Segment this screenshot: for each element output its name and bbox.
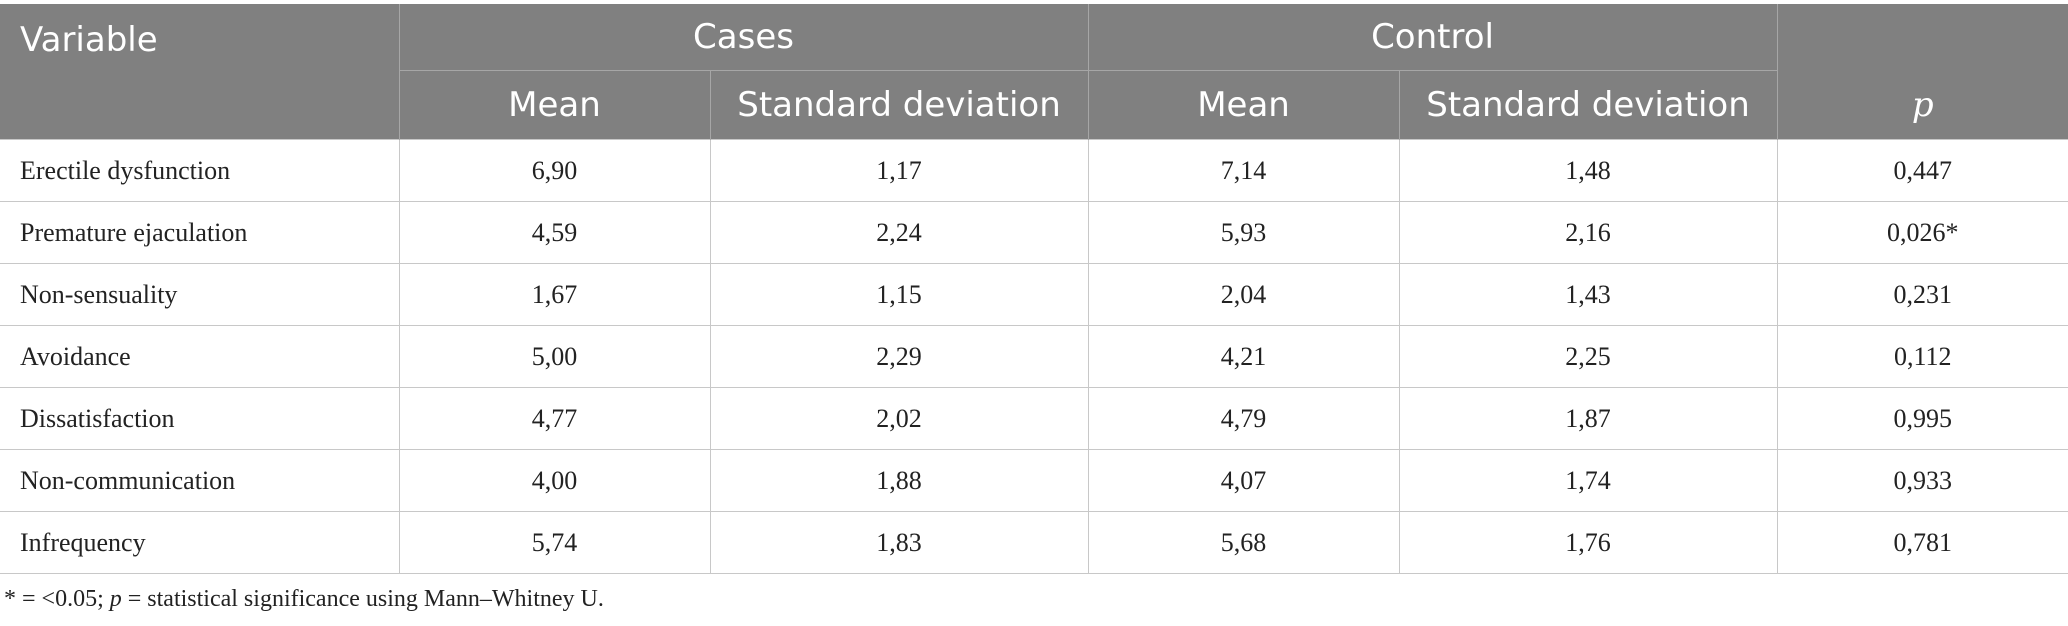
cases-sd-cell: 1,83 [709,511,1089,574]
control-sd-cell: 1,74 [1398,449,1778,512]
cases-mean-cell: 5,00 [398,325,711,388]
control-mean-cell: 5,68 [1087,511,1400,574]
footnote-significance: * = <0.05; [4,586,110,612]
p-value-cell: 0,995 [1776,387,2068,450]
table-row: Infrequency 5,74 1,83 5,68 1,76 0,781 [0,511,2068,574]
table-row: Erectile dysfunction 6,90 1,17 7,14 1,48… [0,139,2068,202]
variable-cell: Premature ejaculation [0,201,400,264]
control-mean-cell: 5,93 [1087,201,1400,264]
variable-cell: Non-communication [0,449,400,512]
header-cases: Cases [399,4,1089,71]
table-row: Dissatisfaction 4,77 2,02 4,79 1,87 0,99… [0,387,2068,450]
control-mean-cell: 4,21 [1087,325,1400,388]
header-control-mean: Mean [1088,70,1400,140]
p-value-cell: 0,026* [1776,201,2068,264]
p-value-cell: 0,112 [1776,325,2068,388]
header-variable: Variable [0,4,400,140]
control-mean-cell: 4,79 [1087,387,1400,450]
header-control: Control [1088,4,1778,71]
table-row: Avoidance 5,00 2,29 4,21 2,25 0,112 [0,325,2068,388]
header-control-sd: Standard deviation [1399,70,1778,140]
table-footnote: * = <0.05; p = statistical significance … [4,586,604,613]
variable-cell: Non-sensuality [0,263,400,326]
control-sd-cell: 1,48 [1398,139,1778,202]
header-cases-mean: Mean [399,70,711,140]
p-value-cell: 0,933 [1776,449,2068,512]
cases-sd-cell: 2,02 [709,387,1089,450]
variable-cell: Dissatisfaction [0,387,400,450]
table-row: Non-sensuality 1,67 1,15 2,04 1,43 0,231 [0,263,2068,326]
variable-cell: Erectile dysfunction [0,139,400,202]
cases-sd-cell: 1,88 [709,449,1089,512]
cases-mean-cell: 6,90 [398,139,711,202]
p-value-cell: 0,781 [1776,511,2068,574]
control-sd-cell: 1,87 [1398,387,1778,450]
cases-sd-cell: 1,17 [709,139,1089,202]
control-mean-cell: 7,14 [1087,139,1400,202]
table-row: Premature ejaculation 4,59 2,24 5,93 2,1… [0,201,2068,264]
cases-sd-cell: 1,15 [709,263,1089,326]
results-table: Variable Cases Control Mean Standard dev… [0,4,2068,574]
cases-mean-cell: 4,00 [398,449,711,512]
header-p: p [1777,70,2068,140]
control-mean-cell: 2,04 [1087,263,1400,326]
control-sd-cell: 2,16 [1398,201,1778,264]
table-row: Non-communication 4,00 1,88 4,07 1,74 0,… [0,449,2068,512]
cases-sd-cell: 2,29 [709,325,1089,388]
cases-mean-cell: 4,59 [398,201,711,264]
header-blank [1777,4,2068,71]
variable-cell: Avoidance [0,325,400,388]
p-value-cell: 0,447 [1776,139,2068,202]
control-sd-cell: 1,76 [1398,511,1778,574]
footnote-definition: = statistical significance using Mann–Wh… [121,586,604,612]
cases-sd-cell: 2,24 [709,201,1089,264]
cases-mean-cell: 4,77 [398,387,711,450]
control-sd-cell: 1,43 [1398,263,1778,326]
control-mean-cell: 4,07 [1087,449,1400,512]
footnote-p-symbol: p [109,586,122,612]
cases-mean-cell: 1,67 [398,263,711,326]
header-cases-sd: Standard deviation [710,70,1089,140]
p-value-cell: 0,231 [1776,263,2068,326]
cases-mean-cell: 5,74 [398,511,711,574]
control-sd-cell: 2,25 [1398,325,1778,388]
variable-cell: Infrequency [0,511,400,574]
